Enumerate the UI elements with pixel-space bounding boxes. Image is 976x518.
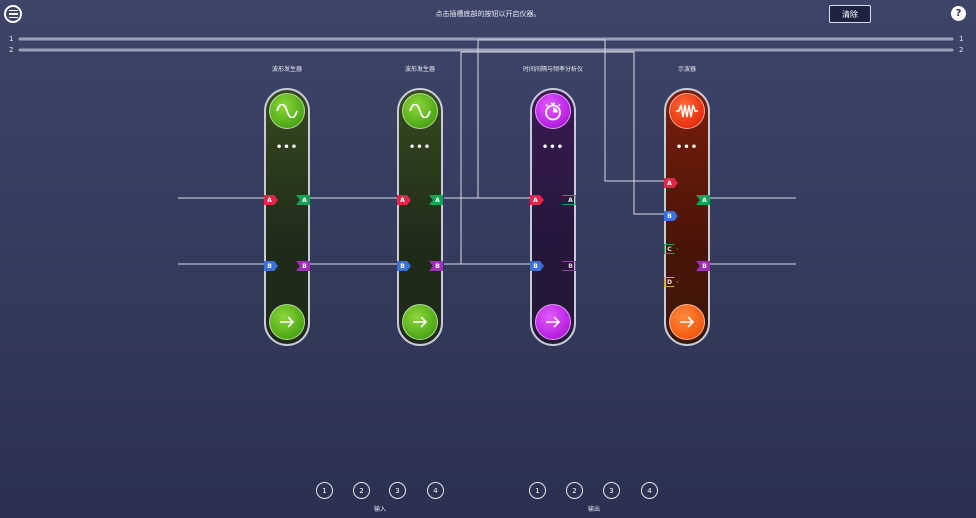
- arrow-right-icon: [280, 316, 295, 328]
- wire-to-scope-a: [444, 39, 664, 199]
- output-port-a[interactable]: A: [429, 195, 443, 205]
- input-port-a[interactable]: A: [664, 178, 678, 188]
- input-channel-4-button[interactable]: 4: [427, 482, 444, 499]
- output-port-a[interactable]: A: [296, 195, 310, 205]
- input-port-b[interactable]: B: [530, 261, 544, 271]
- outputs-label: 输出: [587, 506, 600, 513]
- instrument-slot-waveform-generator-1: ••• A A B B: [264, 88, 310, 346]
- instrument-slot-oscilloscope: ••• A A B B C D: [664, 88, 710, 346]
- bus-label-1-left: 1: [9, 35, 14, 43]
- input-port-b[interactable]: B: [397, 261, 411, 271]
- more-options[interactable]: •••: [408, 142, 432, 153]
- arrow-right-icon: [680, 316, 695, 328]
- instrument-title: 示波器: [677, 66, 696, 73]
- output-port-b[interactable]: B: [429, 261, 443, 271]
- power-on-button[interactable]: [535, 304, 571, 340]
- instrument-title: 波形发生器: [271, 66, 302, 73]
- inputs-label: 输入: [373, 506, 386, 513]
- input-port-b[interactable]: B: [664, 211, 678, 221]
- clear-button[interactable]: 清除: [829, 5, 871, 23]
- more-options[interactable]: •••: [541, 142, 565, 153]
- output-port-a[interactable]: A: [562, 195, 576, 205]
- power-on-button[interactable]: [402, 304, 438, 340]
- input-port-a[interactable]: A: [530, 195, 544, 205]
- more-options[interactable]: •••: [675, 142, 699, 153]
- output-channel-4-button[interactable]: 4: [641, 482, 658, 499]
- bus-label-2-right: 2: [959, 46, 964, 54]
- instrument-title: 时间间隔与频率分析仪: [522, 66, 583, 73]
- instrument-icon-button[interactable]: [535, 93, 571, 129]
- input-channel-3-button[interactable]: 3: [389, 482, 406, 499]
- instrument-icon-button[interactable]: [402, 93, 438, 129]
- input-port-d[interactable]: D: [664, 277, 678, 287]
- menu-button[interactable]: [4, 5, 22, 23]
- power-on-button[interactable]: [669, 304, 705, 340]
- more-options[interactable]: •••: [275, 142, 299, 153]
- menu-icon: [8, 9, 18, 12]
- help-icon[interactable]: ?: [951, 6, 966, 21]
- stopwatch-icon: [545, 102, 561, 121]
- output-channel-1-button[interactable]: 1: [529, 482, 546, 499]
- arrow-right-icon: [413, 316, 428, 328]
- bus-label-2-left: 2: [9, 46, 14, 54]
- instruction-text: 点击插槽底部的按钮以开启仪器。: [435, 10, 541, 18]
- output-port-b[interactable]: B: [296, 261, 310, 271]
- wire-to-scope-b: [444, 51, 664, 265]
- sine-wave-icon: [276, 104, 298, 118]
- bus-label-1-right: 1: [959, 35, 964, 43]
- sine-wave-icon: [409, 104, 431, 118]
- arrow-right-icon: [546, 316, 561, 328]
- input-port-a[interactable]: A: [264, 195, 278, 205]
- power-on-button[interactable]: [269, 304, 305, 340]
- instrument-icon-button[interactable]: [669, 93, 705, 129]
- output-channel-2-button[interactable]: 2: [566, 482, 583, 499]
- instrument-slot-frequency-analyzer: ••• A A B B: [530, 88, 576, 346]
- output-port-b[interactable]: B: [696, 261, 710, 271]
- output-port-b[interactable]: B: [562, 261, 576, 271]
- input-channel-1-button[interactable]: 1: [316, 482, 333, 499]
- output-port-a[interactable]: A: [696, 195, 710, 205]
- input-port-b[interactable]: B: [264, 261, 278, 271]
- input-port-a[interactable]: A: [397, 195, 411, 205]
- instrument-slot-waveform-generator-2: ••• A A B B: [397, 88, 443, 346]
- input-port-c[interactable]: C: [664, 244, 678, 254]
- output-channel-3-button[interactable]: 3: [603, 482, 620, 499]
- instrument-icon-button[interactable]: [269, 93, 305, 129]
- instrument-title: 波形发生器: [404, 66, 435, 73]
- input-channel-2-button[interactable]: 2: [353, 482, 370, 499]
- oscilloscope-wave-icon: [676, 104, 698, 118]
